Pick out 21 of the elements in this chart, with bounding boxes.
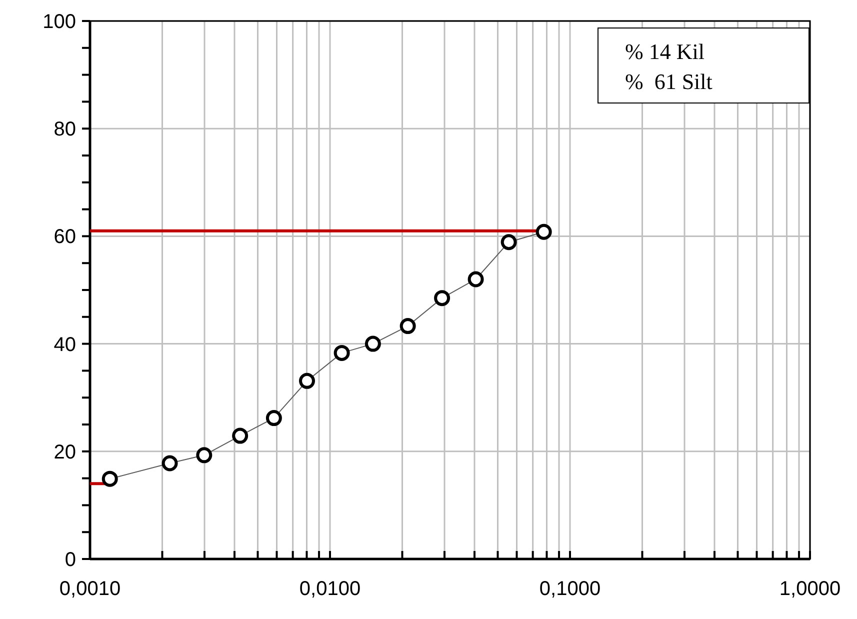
x-tick-label: 0,0100 — [299, 578, 361, 600]
y-tick-label: 0 — [64, 549, 76, 571]
y-tick-label: 40 — [54, 334, 76, 356]
x-tick-label: 0,0010 — [59, 578, 121, 600]
y-tick-label: 100 — [42, 11, 76, 33]
point — [400, 318, 416, 334]
point — [162, 455, 178, 472]
x-tick-label: 0,1000 — [539, 578, 601, 600]
point — [468, 271, 484, 288]
point — [364, 336, 381, 352]
point — [299, 372, 315, 389]
point — [434, 290, 450, 306]
point — [500, 234, 517, 250]
point — [196, 447, 212, 464]
annotation: % 61 Silt — [625, 69, 712, 94]
y-tick-label: 80 — [54, 118, 76, 141]
x-tick-label: 1,0000 — [779, 578, 841, 600]
y-tick-label: 60 — [54, 226, 76, 248]
annotation: % 14 Kil — [625, 39, 704, 64]
point — [536, 224, 552, 240]
y-tick-label: 20 — [54, 441, 76, 464]
